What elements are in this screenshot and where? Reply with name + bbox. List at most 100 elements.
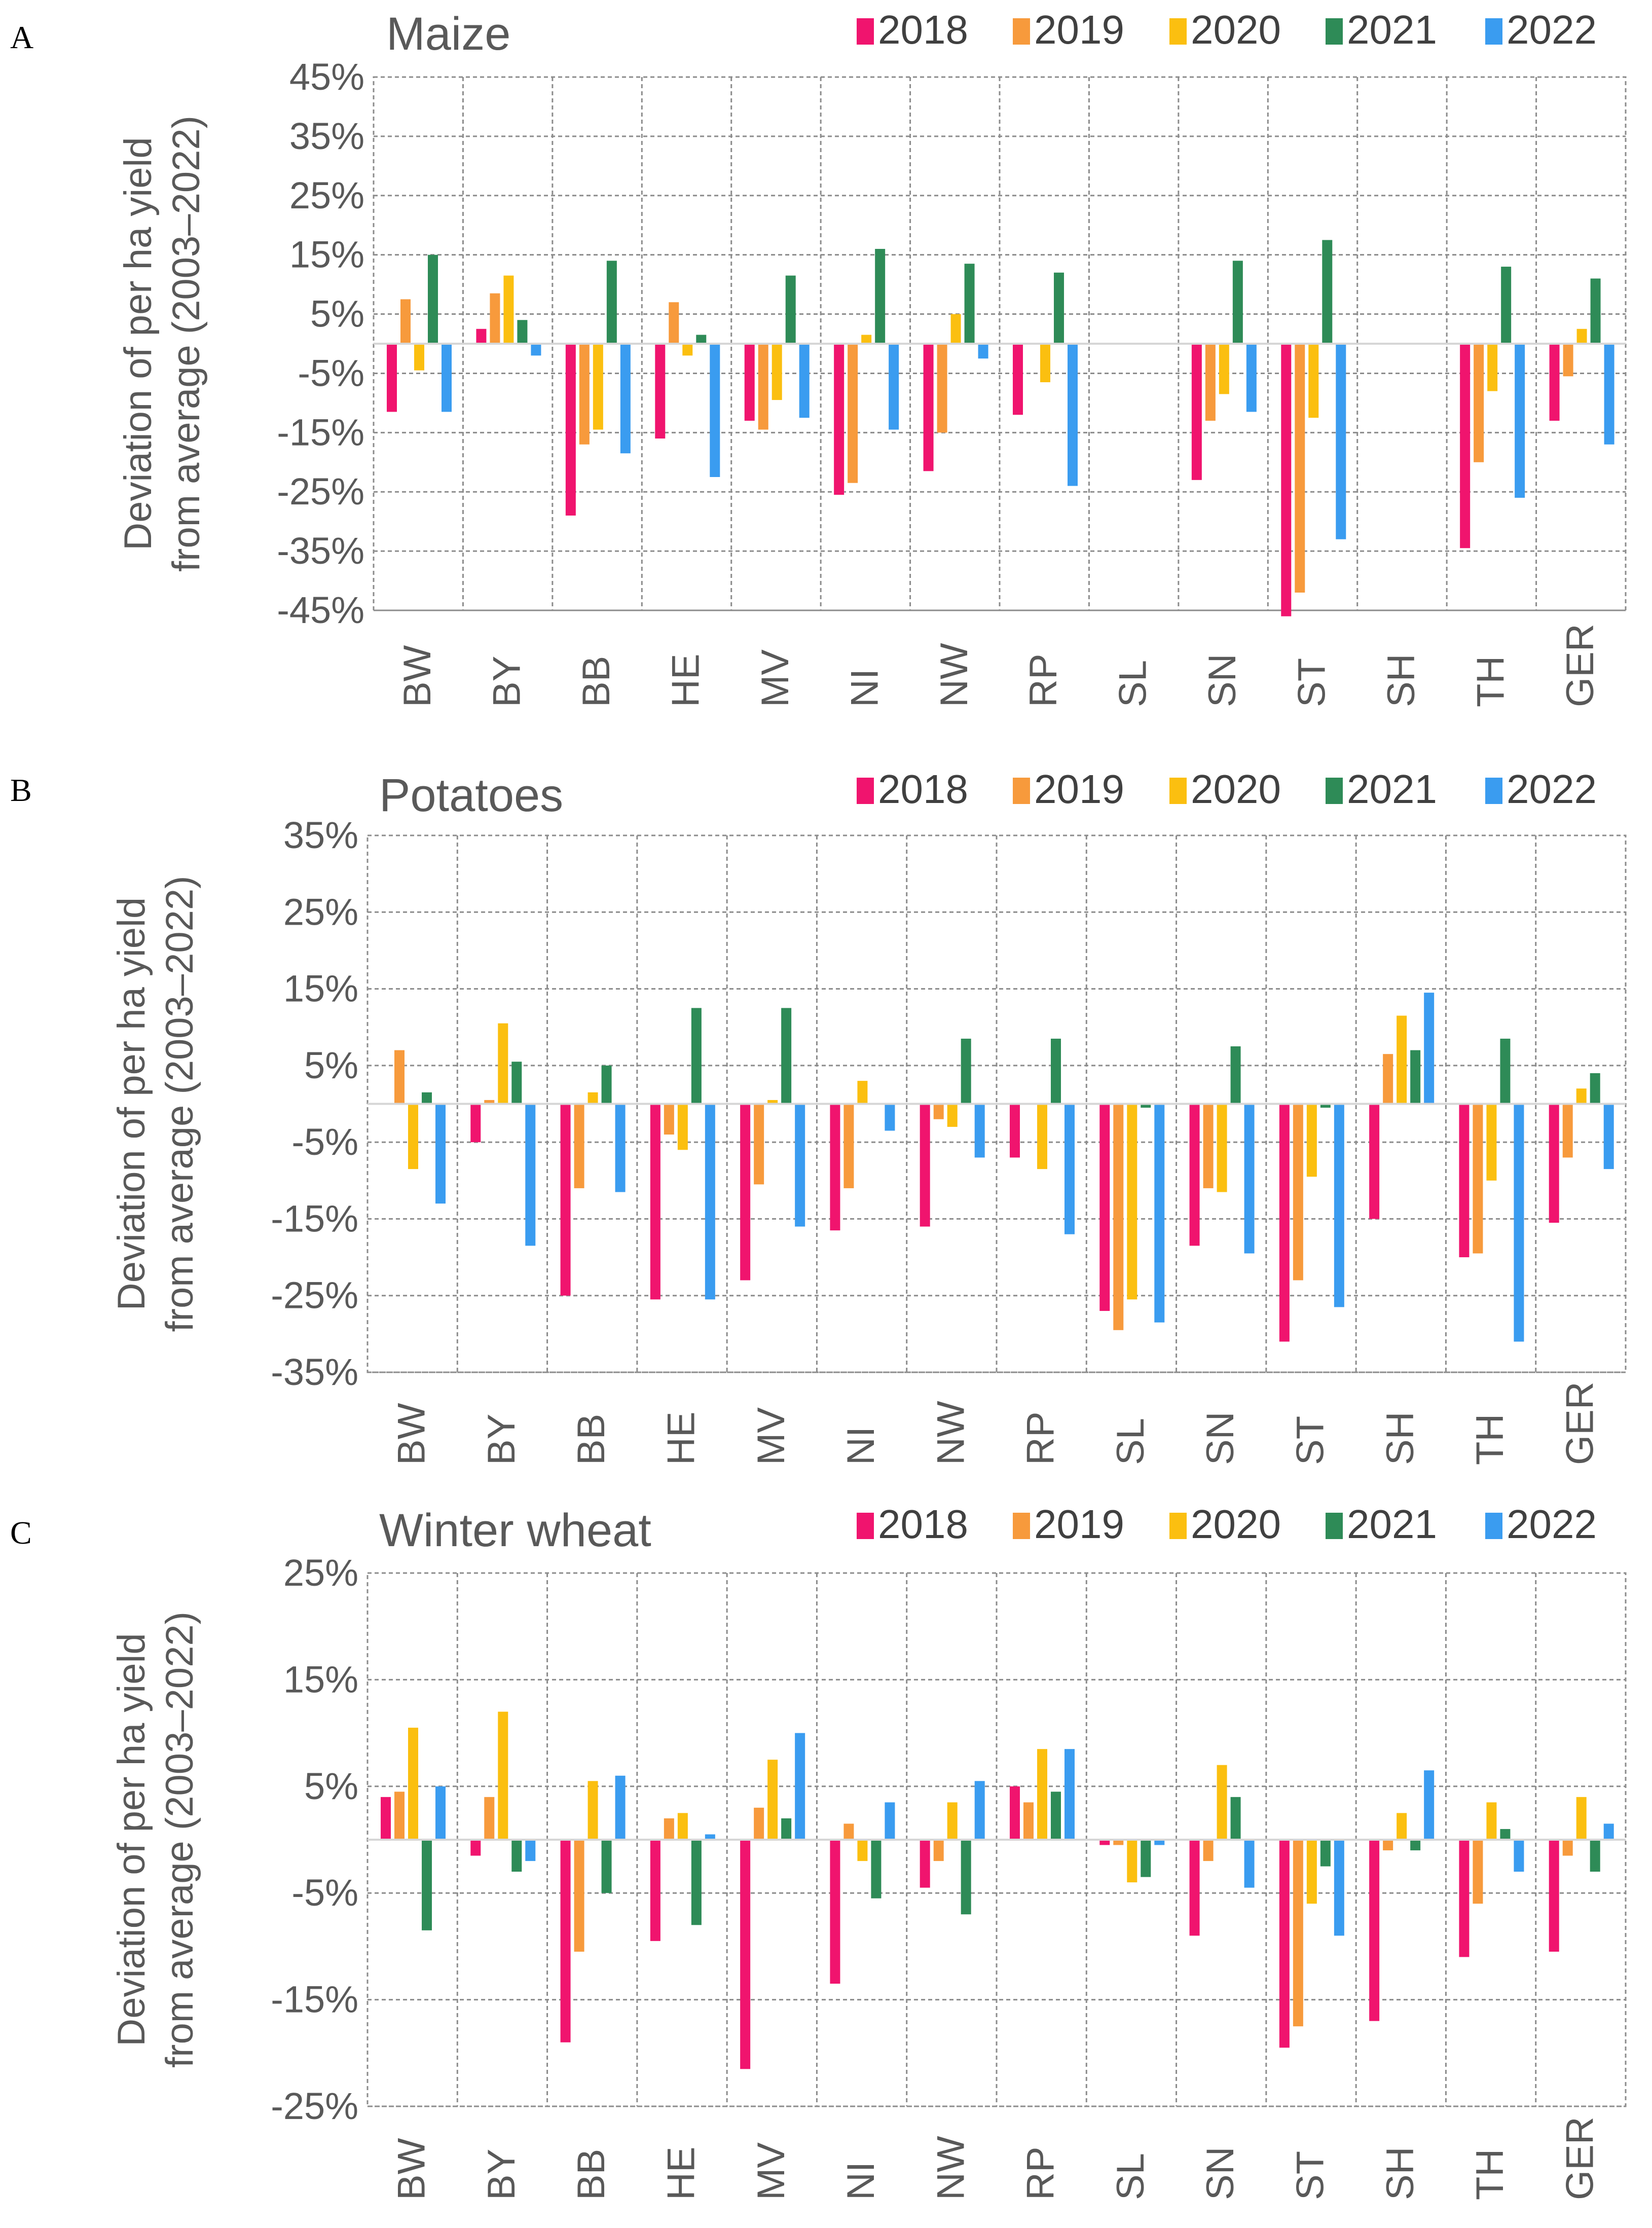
bar-SL-2019 <box>1113 1104 1124 1330</box>
bar-NI-2019 <box>848 344 858 483</box>
bar-NW-2018 <box>923 344 934 471</box>
bar-GER-2021 <box>1590 1073 1600 1104</box>
bar-NW-2020 <box>947 1802 958 1840</box>
bar-SH-2018 <box>1369 1104 1380 1219</box>
x-category-label: RP <box>1019 1411 1062 1465</box>
x-category-label: ST <box>1289 2151 1332 2200</box>
bar-RP-2018 <box>1010 1104 1020 1158</box>
bar-GER-2021 <box>1590 278 1601 344</box>
bar-BY-2021 <box>511 1062 522 1104</box>
bar-NW-2021 <box>964 264 975 344</box>
bar-NI-2020 <box>857 1840 868 1861</box>
bar-SN-2018 <box>1191 344 1202 480</box>
x-category-label: NW <box>929 1401 972 1465</box>
bar-BB-2018 <box>565 344 576 516</box>
x-category-label: HE <box>660 2146 703 2200</box>
bar-SL-2020 <box>1127 1104 1137 1300</box>
bar-ST-2019 <box>1293 1104 1303 1281</box>
bar-ST-2021 <box>1320 1104 1331 1108</box>
bar-SN-2022 <box>1244 1104 1255 1254</box>
y-tick-label: 25% <box>289 174 364 216</box>
legend-swatch-2022 <box>1485 1513 1502 1539</box>
bar-SN-2021 <box>1230 1797 1241 1840</box>
y-axis-label: Deviation of per ha yield <box>110 897 153 1310</box>
bar-BB-2021 <box>601 1065 612 1104</box>
bar-MV-2021 <box>781 1008 792 1104</box>
bar-SN-2018 <box>1189 1840 1200 1936</box>
bar-GER-2021 <box>1590 1840 1600 1872</box>
bar-RP-2020 <box>1037 1104 1047 1170</box>
x-category-label: TH <box>1469 656 1512 707</box>
legend-label-2019: 2019 <box>1034 766 1124 812</box>
bar-BW-2020 <box>408 1104 418 1170</box>
bar-SL-2022 <box>1154 1840 1165 1845</box>
bar-ST-2022 <box>1336 344 1346 539</box>
bar-TH-2020 <box>1487 344 1498 391</box>
y-tick-label: 25% <box>283 1552 358 1594</box>
bar-ST-2018 <box>1281 344 1292 616</box>
legend-label-2022: 2022 <box>1507 1502 1597 1547</box>
bar-NI-2019 <box>843 1104 854 1188</box>
bar-BW-2022 <box>442 344 452 412</box>
bar-HE-2018 <box>650 1104 660 1300</box>
x-category-label: NI <box>839 2162 883 2200</box>
x-category-label: BY <box>480 2149 523 2200</box>
bar-MV-2018 <box>740 1104 751 1281</box>
bar-NI-2021 <box>875 248 886 344</box>
legend-swatch-2018 <box>857 778 874 804</box>
bar-BB-2021 <box>606 261 617 344</box>
bar-RP-2020 <box>1037 1749 1047 1840</box>
y-tick-label: 15% <box>289 234 364 276</box>
bar-GER-2022 <box>1603 1823 1614 1840</box>
bar-BW-2020 <box>414 344 424 371</box>
x-category-label: SL <box>1112 660 1155 707</box>
y-tick-label: -25% <box>277 470 364 513</box>
bar-MV-2021 <box>785 275 796 344</box>
bar-HE-2019 <box>664 1104 674 1135</box>
bar-NW-2021 <box>961 1038 971 1104</box>
bar-HE-2022 <box>705 1104 715 1300</box>
bar-BB-2018 <box>560 1104 571 1296</box>
legend-swatch-2020 <box>1169 778 1187 804</box>
bar-SH-2022 <box>1424 993 1435 1104</box>
y-tick-label: -5% <box>291 1872 358 1914</box>
bar-BB-2018 <box>560 1840 571 2042</box>
bar-NW-2019 <box>937 344 947 433</box>
bar-SL-2022 <box>1154 1104 1165 1323</box>
bar-BY-2018 <box>476 328 487 344</box>
legend-label-2020: 2020 <box>1191 1502 1281 1547</box>
legend-swatch-2021 <box>1326 18 1343 45</box>
bar-HE-2019 <box>664 1818 674 1840</box>
bar-SN-2019 <box>1205 344 1216 421</box>
bar-BW-2019 <box>400 299 411 344</box>
bar-ST-2020 <box>1308 344 1319 418</box>
bar-SH-2020 <box>1397 1813 1407 1840</box>
bar-ST-2019 <box>1293 1840 1303 2027</box>
x-category-label: MV <box>754 649 797 707</box>
bar-BB-2020 <box>588 1781 598 1840</box>
bar-NW-2019 <box>933 1104 944 1119</box>
x-category-label: BW <box>396 645 439 707</box>
y-tick-label: 35% <box>289 115 364 157</box>
legend-swatch-2022 <box>1485 18 1502 45</box>
x-category-label: ST <box>1291 658 1334 707</box>
bar-GER-2018 <box>1549 344 1560 421</box>
bar-SL-2021 <box>1141 1840 1151 1877</box>
x-category-label: BY <box>486 656 529 707</box>
bar-SL-2019 <box>1113 1840 1124 1845</box>
bar-RP-2021 <box>1051 1038 1061 1104</box>
x-category-label: BB <box>570 1414 613 1465</box>
chart-title: Winter wheat <box>379 1505 651 1556</box>
bar-NI-2021 <box>871 1840 882 1898</box>
x-category-label: RP <box>1019 2146 1062 2200</box>
bar-NW-2018 <box>920 1104 930 1227</box>
bar-BB-2021 <box>601 1840 612 1893</box>
bar-BY-2021 <box>511 1840 522 1872</box>
legend-swatch-2019 <box>1013 778 1030 804</box>
bar-MV-2019 <box>758 344 768 430</box>
bar-SN-2022 <box>1244 1840 1255 1888</box>
bar-ST-2018 <box>1279 1104 1290 1342</box>
y-tick-label: 15% <box>283 1658 358 1700</box>
bar-TH-2022 <box>1514 1840 1524 1872</box>
panel-letter: A <box>10 19 33 55</box>
